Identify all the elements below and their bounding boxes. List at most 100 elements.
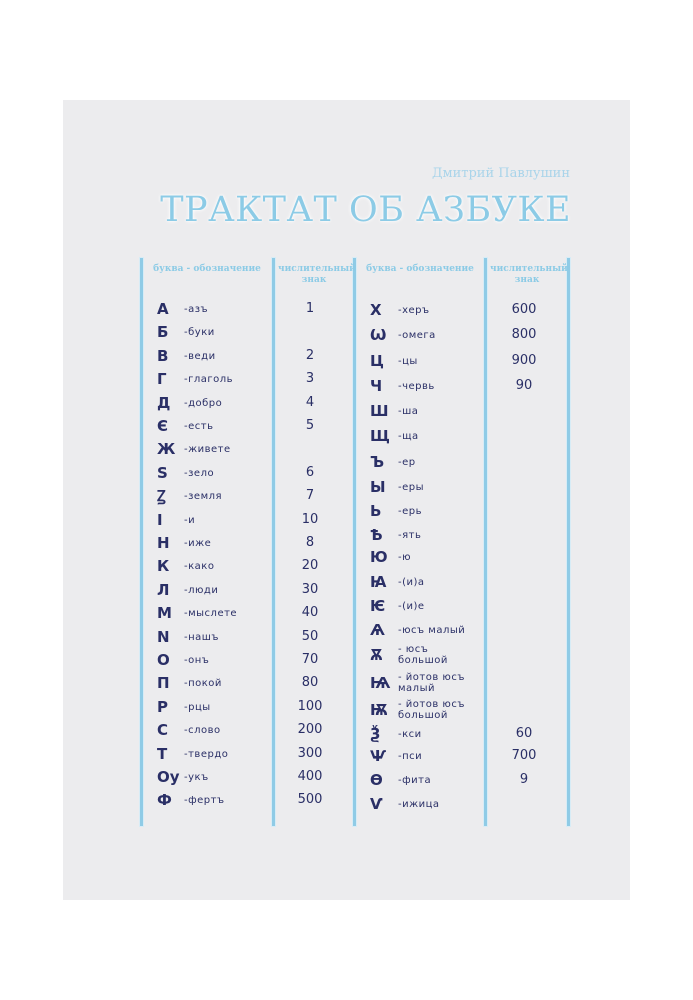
book-title: ТРАКТАТ ОБ АЗБУКЕ	[160, 190, 571, 230]
letter-glyph: Ѵ	[370, 795, 383, 813]
letter-glyph: А	[157, 300, 169, 318]
letter-name: -глаголь	[184, 374, 234, 386]
letter-name: -веди	[184, 350, 216, 362]
letter-name: -ижица	[398, 799, 440, 810]
book-cover	[63, 100, 630, 900]
numeric-value: 40	[301, 605, 319, 621]
letter-glyph: Ю	[370, 548, 388, 566]
letter-name: -есть	[184, 421, 214, 432]
numeric-value: 500	[297, 792, 323, 808]
letter-glyph: Г	[157, 370, 167, 389]
letter-name: -добро	[184, 397, 223, 409]
numeric-value: 700	[511, 748, 537, 763]
numeric-value: 600	[511, 302, 537, 317]
letter-name: -укъ	[184, 772, 209, 783]
letter-name: -иже	[184, 538, 212, 549]
letter-glyph: Ь	[370, 502, 382, 520]
letter-name: -фертъ	[184, 795, 225, 807]
letter-glyph: Ы	[370, 478, 386, 496]
letter-glyph: Ж	[157, 440, 176, 459]
letter-glyph: Ч	[370, 377, 383, 395]
letter-name: -рцы	[184, 701, 211, 713]
letter-glyph: Р	[157, 697, 168, 716]
letter-glyph: О	[157, 651, 170, 669]
letter-name: -цы	[398, 356, 418, 367]
letter-glyph: Ѯ	[370, 725, 381, 743]
letter-name: -ю	[398, 552, 412, 563]
numeric-value: 100	[297, 698, 323, 714]
numeric-value: 8	[305, 535, 315, 550]
letter-glyph: Ꙁ	[157, 487, 166, 506]
letter-glyph: І	[157, 510, 163, 529]
letter-name: -ща	[398, 431, 419, 442]
letter-name: -херъ	[398, 305, 430, 316]
numeric-value: 2	[305, 347, 315, 363]
letter-glyph: Ѥ	[370, 597, 386, 615]
column-divider	[484, 258, 487, 826]
letter-name: -нашъ	[184, 631, 219, 643]
column-divider	[272, 258, 275, 826]
letter-name: -(и)е	[398, 601, 425, 612]
letter-name: -ять	[398, 530, 422, 541]
letter-name: -живете	[184, 444, 231, 456]
letter-glyph: Х	[370, 301, 382, 319]
numeric-value: 200	[297, 722, 323, 738]
letter-glyph: В	[157, 346, 169, 365]
numeric-value: 3	[305, 371, 315, 387]
column-divider	[353, 258, 356, 826]
letter-name: -люди	[184, 584, 219, 596]
letter-name: -буки	[184, 327, 215, 339]
numeric-value: 10	[301, 511, 319, 527]
letter-name: -омега	[398, 330, 436, 341]
header-number-right: числительный знак	[490, 264, 568, 285]
letter-glyph: Ѡ	[370, 326, 387, 344]
numeric-value: 60	[515, 726, 533, 741]
letter-glyph: Л	[157, 580, 170, 599]
letter-glyph: Ш	[370, 402, 389, 420]
letter-name: -червь	[398, 381, 435, 392]
numeric-value: 30	[301, 581, 319, 597]
letter-glyph: Ѳ	[370, 771, 383, 789]
letter-glyph: К	[157, 557, 170, 576]
letter-glyph: Ѕ	[157, 463, 168, 482]
numeric-value: 70	[301, 652, 319, 667]
letter-glyph: Ѫ	[370, 646, 383, 664]
numeric-value: 6	[305, 464, 315, 480]
author-name: Дмитрий Павлушин	[431, 166, 570, 181]
letter-name: -ерь	[398, 506, 423, 517]
letter-name: -ер	[398, 457, 416, 468]
letter-glyph: Оу	[157, 768, 180, 786]
numeric-value: 4	[305, 394, 315, 410]
numeric-value: 1	[305, 301, 315, 316]
letter-glyph: Ѣ	[370, 526, 383, 544]
numeric-value: 80	[301, 675, 319, 691]
letter-name: -и	[184, 514, 196, 526]
letter-name: -онъ	[184, 655, 210, 666]
column-divider	[140, 258, 143, 826]
numeric-value: 300	[297, 745, 323, 761]
header-letter-left: буква - обозначение	[153, 264, 261, 274]
numeric-value: 800	[511, 327, 537, 342]
numeric-value: 50	[301, 628, 319, 644]
letter-glyph: Ъ	[370, 453, 385, 471]
letter-name: -ша	[398, 406, 419, 417]
numeric-value: 9	[519, 772, 529, 787]
letter-name: -зело	[184, 467, 215, 479]
letter-name: -земля	[184, 491, 223, 503]
letter-name: -кси	[398, 729, 422, 740]
letter-glyph: Т	[157, 744, 168, 763]
letter-name: -твердо	[184, 748, 229, 760]
letter-name: -покой	[184, 678, 222, 690]
letter-name: -фита	[398, 775, 432, 786]
numeric-value: 400	[297, 769, 323, 784]
letter-glyph: Ѧ	[370, 621, 385, 639]
letter-name: -слово	[184, 725, 221, 737]
numeric-value: 5	[305, 418, 315, 433]
letter-name: - юсъ большой	[398, 644, 448, 666]
header-letter-right: буква - обозначение	[366, 264, 474, 274]
numeric-value: 90	[515, 378, 533, 393]
numeric-value: 7	[305, 488, 315, 504]
letter-name: -юсъ малый	[398, 625, 466, 636]
letter-name: - йотов юсъ большой	[398, 699, 465, 721]
column-divider	[567, 258, 570, 826]
